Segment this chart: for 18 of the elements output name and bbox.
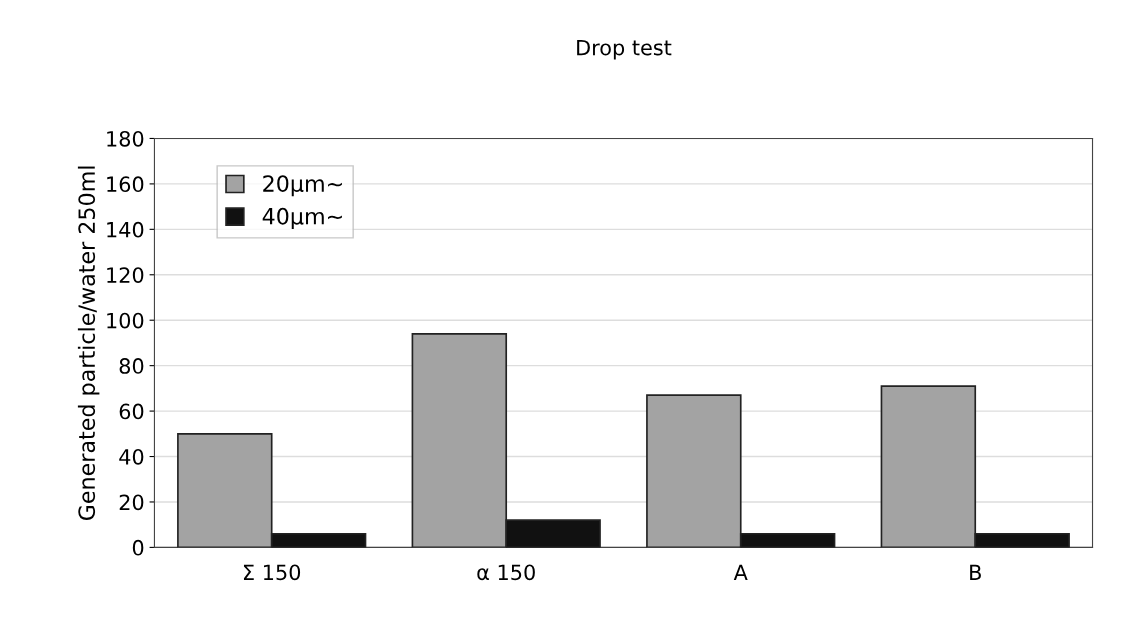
- y-tick-label: 120: [107, 267, 144, 283]
- x-tick-label: A: [733, 564, 748, 580]
- y-tick-label: 60: [119, 403, 144, 420]
- y-tick-label: 160: [107, 176, 144, 193]
- y-tick-label: 180: [107, 130, 144, 147]
- chart-title: Drop test: [577, 39, 672, 60]
- x-tick-label: Σ 150: [243, 564, 301, 581]
- y-tick-label: 140: [107, 221, 144, 238]
- x-tick-label: α 150: [477, 564, 535, 581]
- y-tick-label: 100: [107, 312, 144, 329]
- y-axis-title: Generated particle/water 250ml: [77, 166, 100, 521]
- legend-label: 40μm∼: [262, 207, 342, 229]
- y-tick-label: 20: [119, 494, 144, 511]
- y-tick-label: 40: [119, 448, 144, 465]
- x-tick-label: B: [970, 564, 981, 580]
- legend-label: 20μm∼: [263, 175, 342, 197]
- y-tick-label: 80: [119, 358, 144, 374]
- y-tick-label: 0: [132, 539, 144, 556]
